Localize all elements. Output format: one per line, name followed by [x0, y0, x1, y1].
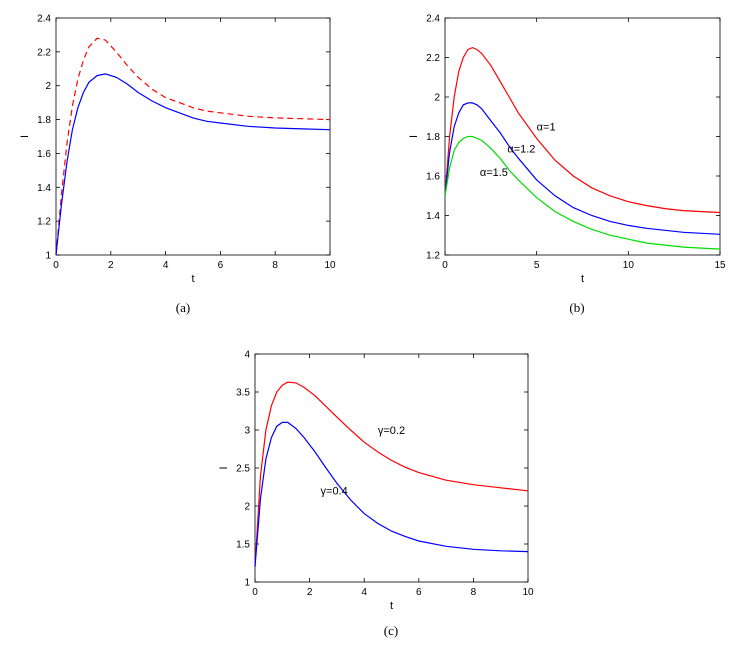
panel-b-series-line-3	[444, 135, 721, 250]
panel-b-x-tick-label: 10	[623, 260, 635, 271]
caption-c: (c)	[384, 623, 398, 638]
panel-c-x-tick-label: 0	[252, 587, 258, 598]
panel-b-y-tick-label: 2.2	[426, 53, 440, 64]
panel-b-x-tick-label: 15	[714, 260, 726, 271]
panel-b-plot-frame	[444, 17, 721, 256]
panel-a-x-tick-label: 6	[218, 260, 224, 271]
panel-b-series-line-1	[444, 46, 721, 214]
panel-c-series-line-2	[254, 421, 529, 567]
panel-a-y-tick-label: 1.2	[37, 217, 51, 228]
panel-b-y-tick-label: 2.4	[426, 14, 440, 25]
panel-a-y-tick-label: 1.8	[37, 115, 51, 126]
panel-b-y-tick-label: 1.6	[426, 172, 440, 183]
panel-c-x-axis-label: t	[390, 600, 393, 612]
panel-a-x-tick-label: 4	[163, 260, 169, 271]
panel-a-y-tick-label: 2.2	[37, 47, 51, 58]
panel-a-y-tick-label: 1.4	[37, 183, 51, 194]
panel-b-x-axis-label: t	[581, 273, 584, 285]
panel-c-series-annotation: γ=0.2	[378, 425, 405, 437]
panel-c-series-line-1	[254, 381, 529, 567]
panel-c-x-tick-label: 6	[416, 587, 422, 598]
panel-a-y-axis-label: I	[19, 135, 31, 138]
panel-c-x-tick-label: 4	[361, 587, 367, 598]
panel-c-y-tick-label: 3.5	[236, 388, 250, 399]
panel-c-y-tick-label: 2	[244, 502, 250, 513]
panel-b-series-annotation: α=1	[537, 122, 556, 134]
panel-a-y-tick-label: 2	[45, 81, 51, 92]
panel-b-x-tick-label: 0	[442, 260, 448, 271]
panel-a-y-tick-label: 1.6	[37, 149, 51, 160]
panel-c-y-tick-label: 1.5	[236, 540, 250, 551]
panel-b-y-tick-label: 1.8	[426, 132, 440, 143]
caption-a: (a)	[176, 300, 190, 315]
panel-a-x-tick-label: 8	[272, 260, 278, 271]
panel-b-series-annotation: α=1.2	[507, 143, 535, 155]
panel-b-y-tick-label: 1.4	[426, 211, 440, 222]
panel-c-x-tick-label: 8	[471, 587, 477, 598]
panel-a-y-tick-label: 2.4	[37, 14, 51, 25]
panel-b-y-axis-label: I	[408, 135, 420, 138]
panel-c-y-axis-label: I	[218, 466, 230, 469]
panel-c-y-tick-label: 2.5	[236, 464, 250, 475]
panel-a-series-line-2	[55, 73, 331, 256]
panel-a-series-line-1	[55, 37, 331, 256]
panel-b-y-tick-label: 1.2	[426, 251, 440, 262]
panel-b-series-line-2	[444, 102, 721, 235]
panel-a-plot-frame	[55, 17, 331, 256]
panel-c-series-annotation: γ=0.4	[321, 486, 348, 498]
caption-b: (b)	[569, 300, 584, 315]
panel-a-x-tick-label: 2	[108, 260, 114, 271]
panel-c-y-tick-label: 4	[244, 350, 250, 361]
panel-b-x-tick-label: 5	[534, 260, 540, 271]
panel-c-y-tick-label: 1	[244, 578, 250, 589]
panel-c-x-tick-label: 2	[307, 587, 313, 598]
panel-a-x-axis-label: t	[191, 273, 194, 285]
panel-c-x-tick-label: 10	[522, 587, 534, 598]
panel-c-y-tick-label: 3	[244, 426, 250, 437]
panel-b-series-annotation: α=1.5	[480, 167, 508, 179]
panel-a-x-tick-label: 0	[53, 260, 59, 271]
panel-b-y-tick-label: 2	[434, 93, 440, 104]
panel-a-y-tick-label: 1	[45, 251, 51, 262]
panel-c-plot-frame	[254, 353, 529, 583]
panel-a-x-tick-label: 10	[324, 260, 336, 271]
